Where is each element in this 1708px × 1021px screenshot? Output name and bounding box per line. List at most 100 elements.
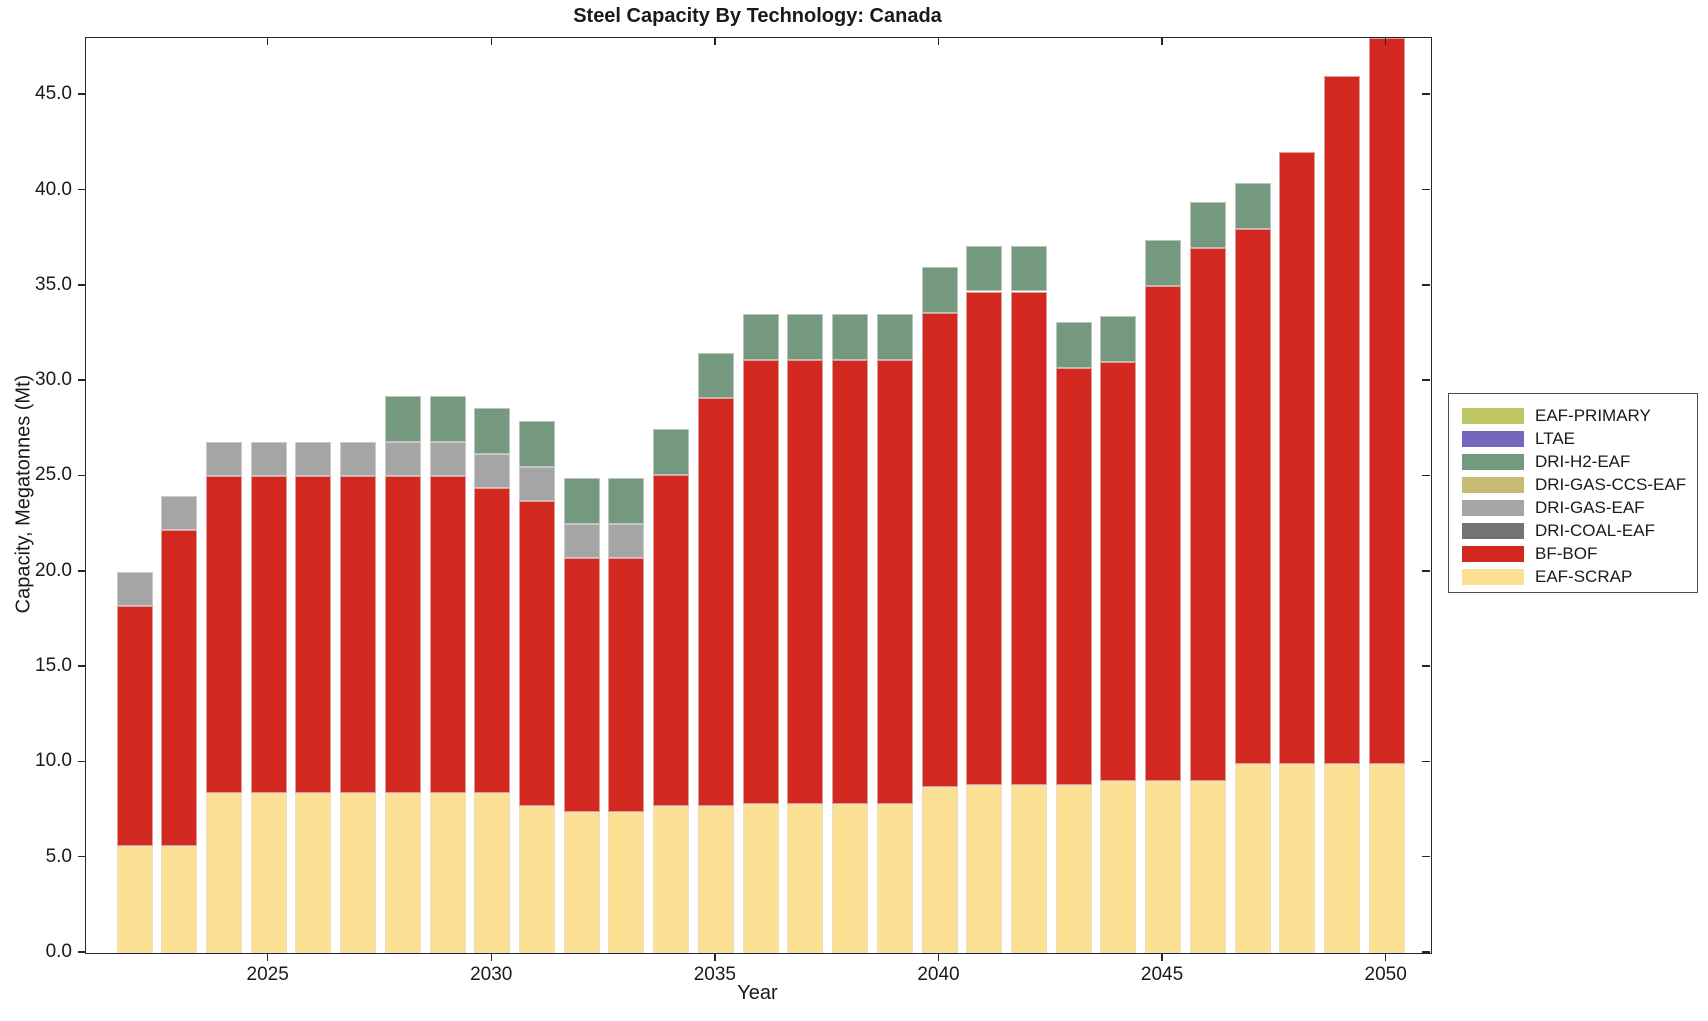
bar-segment-bf-bof-2024	[205, 476, 242, 793]
bar-segment-eaf-scrap-2036	[742, 804, 779, 953]
legend-swatch-ltae	[1462, 430, 1524, 447]
bar-segment-eaf-scrap-2049	[1323, 764, 1360, 953]
bar-segment-bf-bof-2043	[1055, 367, 1092, 786]
bar-segment-bf-bof-2047	[1234, 228, 1271, 765]
bar-segment-dri-h2-eaf-2041	[966, 245, 1003, 292]
y-tick-mark-right	[1422, 284, 1430, 286]
bar-segment-eaf-scrap-2038	[832, 804, 868, 953]
x-tick-label: 2035	[693, 964, 736, 985]
bar-segment-bf-bof-2033	[608, 558, 645, 812]
legend-label: EAF-SCRAP	[1535, 566, 1633, 586]
bar-segment-bf-bof-2045	[1145, 285, 1182, 782]
bar-segment-eaf-scrap-2030	[474, 792, 511, 953]
bar-segment-eaf-scrap-2031	[519, 806, 555, 953]
legend-label: EAF-PRIMARY	[1535, 405, 1651, 425]
legend-swatch-eaf-primary	[1462, 407, 1524, 424]
x-tick-label: 2045	[1140, 964, 1184, 985]
y-tick-label: 20.0	[35, 559, 72, 581]
y-tick-mark-right	[1422, 855, 1430, 858]
bar-segment-eaf-scrap-2027	[340, 792, 377, 953]
x-tick-mark-top	[1161, 37, 1163, 45]
plot-area	[85, 37, 1432, 954]
x-tick-mark	[1384, 953, 1387, 961]
y-tick-mark	[78, 188, 85, 191]
y-tick-mark-right	[1422, 379, 1430, 381]
x-tick-label: 2050	[1364, 964, 1407, 985]
bar-segment-eaf-scrap-2037	[787, 804, 824, 953]
bar-segment-dri-h2-eaf-2045	[1145, 240, 1182, 286]
x-tick-mark	[714, 953, 716, 961]
bar-segment-dri-h2-eaf-2039	[876, 314, 913, 361]
x-axis-label: Year	[737, 982, 778, 1004]
y-tick-mark	[78, 665, 85, 667]
y-tick-mark-right	[1422, 760, 1430, 763]
bar-segment-eaf-scrap-2040	[921, 787, 958, 953]
bar-segment-eaf-scrap-2028	[384, 792, 421, 953]
y-tick-label: 35.0	[35, 273, 72, 295]
bar-segment-bf-bof-2040	[921, 312, 958, 788]
legend-label: LTAE	[1535, 428, 1575, 448]
x-tick-mark-top	[266, 37, 269, 45]
legend-item-eaf-primary: EAF-PRIMARY	[1462, 404, 1697, 427]
bar-segment-bf-bof-2031	[519, 501, 555, 807]
bar-segment-dri-h2-eaf-2033	[608, 478, 645, 525]
bar-segment-bf-bof-2035	[697, 398, 734, 807]
legend-item-ltae: LTAE	[1462, 427, 1697, 450]
y-tick-mark-right	[1422, 665, 1430, 667]
x-tick-mark-top	[1384, 37, 1387, 45]
bar-segment-eaf-scrap-2022	[116, 846, 153, 954]
bar-segment-bf-bof-2046	[1189, 247, 1226, 782]
y-tick-label: 30.0	[35, 369, 72, 391]
bar-segment-dri-h2-eaf-2037	[787, 314, 824, 361]
bar-segment-bf-bof-2044	[1100, 362, 1137, 782]
bar-segment-dri-gas-eaf-2031	[519, 466, 555, 502]
legend-item-eaf-scrap: EAF-SCRAP	[1462, 565, 1697, 588]
x-tick-mark	[937, 953, 940, 961]
y-tick-mark	[78, 284, 85, 286]
bar-segment-dri-h2-eaf-2042	[1010, 245, 1047, 292]
bar-segment-dri-h2-eaf-2032	[563, 478, 600, 525]
y-tick-mark	[78, 951, 85, 953]
bar-segment-dri-gas-eaf-2030	[474, 453, 511, 488]
x-tick-label: 2025	[246, 964, 289, 985]
bar-segment-bf-bof-2028	[384, 476, 421, 793]
y-tick-mark	[78, 379, 85, 381]
bar-segment-bf-bof-2029	[429, 476, 466, 793]
bar-segment-dri-gas-eaf-2027	[340, 442, 377, 477]
legend-label: BF-BOF	[1535, 543, 1598, 563]
y-tick-label: 25.0	[35, 464, 72, 486]
bar-segment-dri-h2-eaf-2046	[1189, 201, 1226, 248]
x-tick-mark-top	[937, 37, 940, 45]
bar-segment-eaf-scrap-2043	[1055, 785, 1092, 954]
bar-segment-eaf-scrap-2034	[653, 806, 690, 953]
legend-item-dri-coal-eaf: DRI-COAL-EAF	[1462, 519, 1697, 542]
legend-item-bf-bof: BF-BOF	[1462, 542, 1697, 565]
legend-label: DRI-H2-EAF	[1535, 451, 1631, 471]
bar-segment-bf-bof-2037	[787, 360, 824, 805]
bar-segment-bf-bof-2026	[295, 476, 332, 793]
y-tick-label: 0.0	[45, 941, 72, 962]
bar-segment-dri-h2-eaf-2028	[384, 396, 421, 443]
bar-segment-eaf-scrap-2048	[1279, 764, 1316, 953]
bar-segment-eaf-scrap-2023	[161, 846, 198, 954]
y-tick-label: 40.0	[35, 178, 72, 200]
bar-segment-eaf-scrap-2050	[1368, 764, 1405, 953]
bar-segment-eaf-scrap-2046	[1189, 781, 1226, 953]
bar-segment-bf-bof-2042	[1010, 291, 1047, 786]
bar-segment-dri-h2-eaf-2040	[921, 266, 958, 313]
y-tick-label: 10.0	[35, 750, 72, 772]
bar-segment-bf-bof-2025	[250, 476, 287, 793]
legend-label: DRI-GAS-CCS-EAF	[1535, 474, 1687, 494]
y-tick-mark-right	[1422, 93, 1430, 95]
bar-segment-eaf-scrap-2045	[1145, 781, 1182, 953]
bar-segment-eaf-scrap-2026	[295, 792, 332, 953]
bar-segment-eaf-scrap-2033	[608, 811, 645, 953]
legend: EAF-PRIMARY LTAE DRI-H2-EAF DRI-GAS-CCS-EAF…	[1448, 393, 1698, 593]
x-tick-label: 2030	[470, 964, 513, 985]
legend-label: DRI-COAL-EAF	[1535, 520, 1655, 540]
bar-segment-eaf-scrap-2041	[966, 785, 1003, 954]
bar-segment-dri-gas-eaf-2024	[205, 442, 242, 477]
legend-swatch-dri-coal-eaf	[1462, 522, 1524, 539]
bar-segment-dri-gas-eaf-2028	[384, 442, 421, 477]
x-tick-label: 2040	[917, 964, 960, 985]
